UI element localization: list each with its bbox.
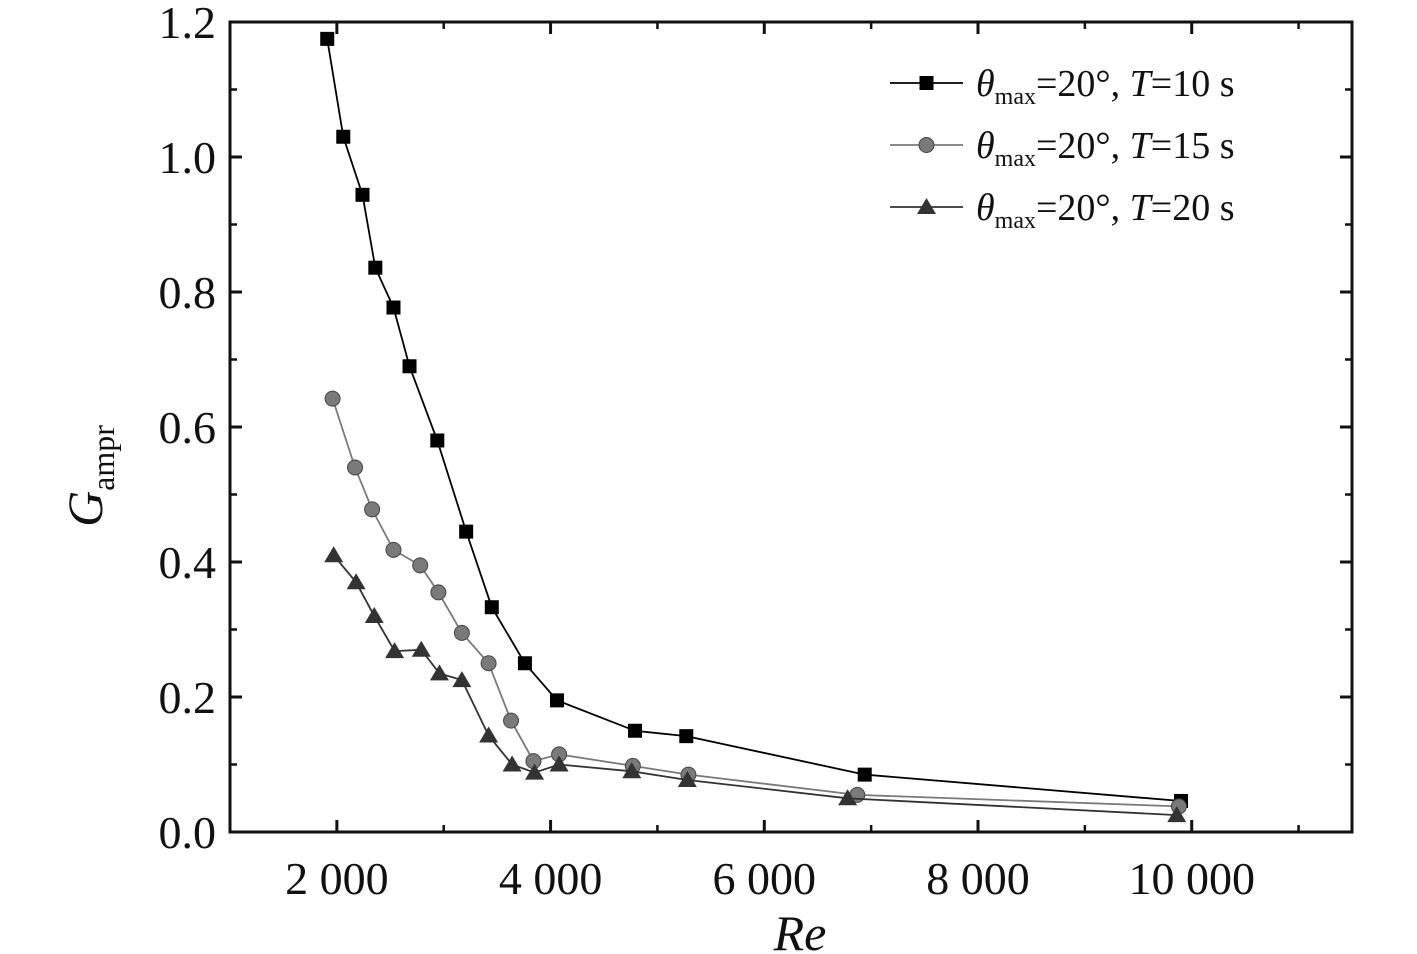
data-point xyxy=(386,300,401,315)
data-point xyxy=(412,557,429,574)
legend-marker xyxy=(919,76,934,90)
data-point xyxy=(402,359,417,374)
legend-theta: θ xyxy=(976,63,995,105)
data-point xyxy=(525,763,545,780)
legend-T: T xyxy=(1130,63,1154,105)
x-tick-label: 2 000 xyxy=(285,853,389,904)
y-tick-label: 1.0 xyxy=(159,132,217,183)
data-point xyxy=(627,723,642,738)
tick-labels: 0.0 0.2 0.4 0.6 0.8 1.0 1.2 2 000 4 000 6 000 8 00… xyxy=(159,0,1255,904)
data-point xyxy=(368,260,383,275)
data-point xyxy=(1167,806,1187,823)
legend-item: θmax=20°, T=20 s xyxy=(890,187,1235,234)
y-tick-label: 0.0 xyxy=(159,807,217,858)
data-point xyxy=(364,501,381,518)
legend-label: θmax=20°, T=20 s xyxy=(976,187,1235,234)
legend-T: T xyxy=(1130,187,1154,229)
plot-frame xyxy=(228,20,1354,834)
data-point xyxy=(347,459,364,476)
legend-rest: =15 s xyxy=(1151,125,1235,167)
data-point xyxy=(430,584,447,601)
y-axis-title: Gampr xyxy=(57,425,121,527)
legend-marker xyxy=(918,137,935,153)
data-point xyxy=(364,607,384,623)
legend-label: θmax=20°, T=10 s xyxy=(976,63,1235,110)
data-point xyxy=(838,789,858,806)
data-point xyxy=(484,600,499,615)
legend-rest: =20 s xyxy=(1151,187,1235,229)
data-point xyxy=(324,390,341,407)
data-point xyxy=(857,767,872,782)
data-point xyxy=(453,624,470,641)
x-tick-label: 10 000 xyxy=(1128,853,1255,904)
y-tick-label: 0.2 xyxy=(159,672,217,723)
data-point xyxy=(324,546,344,563)
data-point xyxy=(429,664,449,681)
legend-sub: max xyxy=(995,146,1036,172)
data-point xyxy=(430,433,445,448)
data-point xyxy=(459,524,474,539)
legend-sub: max xyxy=(995,208,1036,234)
data-point xyxy=(320,31,335,46)
legend-item: θmax=20°, T=15 s xyxy=(890,125,1235,172)
data-point xyxy=(346,573,366,590)
data-point xyxy=(679,729,694,744)
x-tick-label: 8 000 xyxy=(926,853,1030,904)
x-tick-label: 4 000 xyxy=(499,853,603,904)
data-point xyxy=(549,693,564,708)
legend-mid: =20°, xyxy=(1036,125,1130,167)
legend-item: θmax=20°, T=10 s xyxy=(890,63,1235,110)
data-point xyxy=(355,187,370,202)
legend-mid: =20°, xyxy=(1036,63,1130,105)
y-tick-label: 0.4 xyxy=(159,537,217,588)
legend-theta: θ xyxy=(976,125,995,167)
y-axis-title-main: G xyxy=(57,491,113,527)
data-point xyxy=(502,755,522,772)
legend-T: T xyxy=(1130,125,1154,167)
y-tick-label: 1.2 xyxy=(159,0,217,48)
data-point xyxy=(452,671,472,688)
legend-mid: =20°, xyxy=(1036,187,1130,229)
series-3 xyxy=(324,546,1187,823)
y-tick-label: 0.6 xyxy=(159,402,217,453)
x-axis-title: Re xyxy=(773,905,827,954)
y-axis-title-sub: ampr xyxy=(85,425,121,491)
legend-marker xyxy=(917,198,936,214)
series-layer xyxy=(320,31,1189,823)
legend-theta: θ xyxy=(976,187,995,229)
y-tick-label: 0.8 xyxy=(159,267,217,318)
data-point xyxy=(479,726,499,743)
data-point xyxy=(549,755,569,772)
data-point xyxy=(503,712,520,729)
data-point xyxy=(480,655,497,672)
data-point xyxy=(336,129,351,144)
data-point xyxy=(385,541,402,558)
data-point xyxy=(677,771,697,788)
legend-rest: =10 s xyxy=(1151,63,1235,105)
data-point xyxy=(385,642,405,659)
legend-sub: max xyxy=(995,84,1036,110)
data-point xyxy=(622,762,642,779)
legend-label: θmax=20°, T=15 s xyxy=(976,125,1235,172)
data-point xyxy=(517,656,532,671)
data-point xyxy=(411,640,431,657)
x-tick-label: 6 000 xyxy=(713,853,817,904)
